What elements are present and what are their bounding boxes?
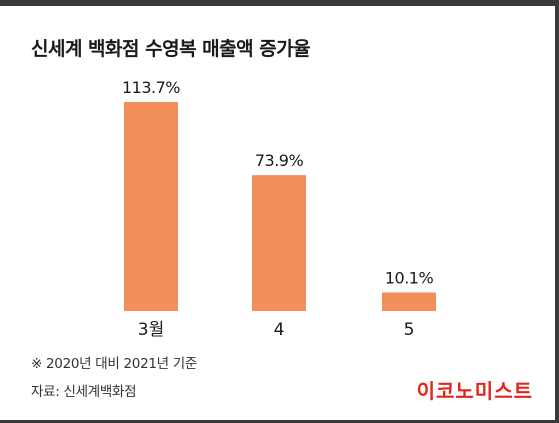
top-frame-strip [0,0,559,6]
bar-3 [382,292,436,311]
bar-2 [252,175,306,311]
bottom-frame-strip [0,420,559,423]
side-frame-strip [555,0,559,423]
category-label-3: 5 [404,320,415,340]
category-label-2: 4 [274,320,285,340]
source-text: 자료: 신세계백화점 [31,384,137,400]
value-label-3: 10.1% [385,268,434,287]
publisher-logo: 이코노미스트 [416,379,533,403]
category-label-1: 3월 [138,320,164,340]
bar-1 [124,102,178,311]
footnote: ※ 2020년 대비 2021년 기준 [31,356,198,372]
chart-title: 신세계 백화점 수영복 매출액 증가율 [31,38,311,60]
value-label-2: 73.9% [255,151,304,170]
value-label-1: 113.7% [122,78,180,97]
bar-chart: 113.7% 3월 73.9% 4 10.1% 5 [122,78,436,340]
